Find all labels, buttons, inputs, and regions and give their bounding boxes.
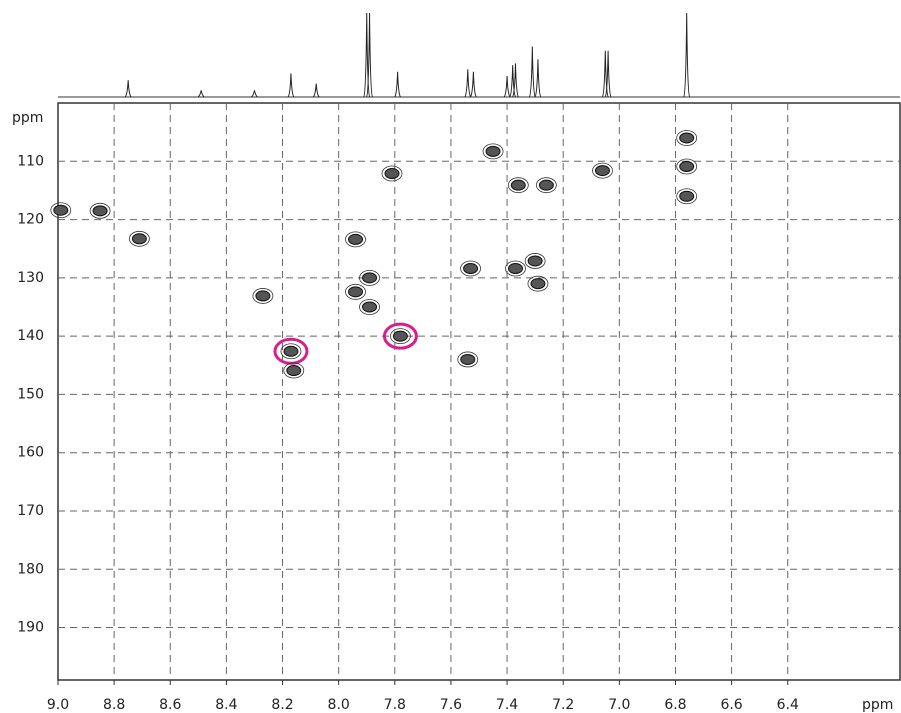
- cross-peak-contour: [676, 158, 698, 175]
- cross-peak: [527, 255, 543, 267]
- projection-peak: [503, 75, 511, 98]
- cross-peak-contour: [457, 351, 479, 368]
- x-tick-label: 7.4: [496, 697, 518, 713]
- x-tick-label: 8.0: [328, 697, 350, 713]
- x-tick-label: 8.4: [215, 697, 237, 713]
- projection-peak: [124, 80, 132, 98]
- projection-peak: [469, 71, 477, 98]
- cross-peak-contour: [345, 283, 366, 300]
- projection-peak: [394, 71, 402, 98]
- x-tick-label: 6.8: [664, 697, 686, 713]
- cross-peak-contour: [345, 231, 366, 248]
- projection-peak: [287, 73, 295, 98]
- cross-peak-contour: [381, 165, 403, 182]
- cross-peak-contour: [252, 288, 274, 304]
- y-tick-label: 190: [17, 620, 44, 636]
- x-tick-label: 7.8: [384, 697, 406, 713]
- cross-peak: [594, 165, 610, 177]
- cross-peak: [286, 365, 302, 377]
- cross-peak: [131, 233, 147, 245]
- cross-peak: [92, 205, 108, 217]
- cross-peak: [463, 263, 479, 275]
- cross-peak-contour: [359, 269, 380, 286]
- projection-peak: [534, 59, 542, 98]
- cross-peak-contour: [482, 143, 504, 160]
- cross-peak-contour: [89, 202, 111, 219]
- cross-peak: [679, 132, 695, 144]
- cross-peak: [384, 168, 400, 180]
- projection-peak: [604, 50, 612, 98]
- cross-peak-contour: [128, 230, 150, 247]
- x-tick-label: 8.8: [103, 697, 125, 713]
- projection-peak: [312, 83, 320, 98]
- x-tick-label: 9.0: [47, 697, 69, 713]
- cross-peak-contour: [592, 162, 613, 179]
- projection-peak: [366, 12, 374, 98]
- cross-peak-contour: [505, 260, 526, 277]
- y-tick-label: 140: [17, 328, 44, 344]
- projection-peak: [509, 65, 517, 98]
- projection-peak: [512, 63, 519, 98]
- projection-peak: [528, 46, 536, 98]
- cross-peak-contour: [676, 188, 698, 205]
- cross-peak: [255, 290, 271, 302]
- cross-peak: [348, 286, 364, 298]
- cross-peak: [679, 190, 695, 202]
- projection-peak: [464, 69, 472, 98]
- projection-peak: [363, 12, 371, 98]
- y-tick-label: 180: [17, 561, 44, 577]
- cross-peak-contour: [527, 275, 549, 292]
- cross-peak: [362, 301, 378, 313]
- projection-peak: [251, 90, 258, 98]
- cross-peak: [538, 179, 554, 191]
- cross-peak: [348, 233, 364, 245]
- projection-peak: [601, 50, 609, 98]
- x-tick-label: 6.4: [777, 697, 799, 713]
- y-tick-label: 150: [17, 386, 44, 402]
- y-unit: ppm: [12, 110, 43, 126]
- cross-peak-contour: [359, 299, 380, 315]
- projection-peak: [197, 90, 205, 98]
- cross-peak-contour: [524, 253, 546, 269]
- x-tick-label: 7.6: [440, 697, 462, 713]
- cross-peak: [530, 278, 546, 290]
- cross-peak: [507, 263, 523, 275]
- y-tick-label: 170: [17, 503, 44, 519]
- cross-peak-contour: [507, 177, 529, 194]
- projection-peak: [683, 12, 691, 98]
- x-tick-label: 6.6: [720, 697, 742, 713]
- y-tick-label: 120: [17, 212, 44, 228]
- cross-peak-contour: [460, 260, 481, 277]
- cross-peak-contour: [280, 343, 302, 360]
- y-tick-label: 130: [17, 270, 44, 286]
- cross-peak-contour: [283, 362, 305, 379]
- cross-peak: [510, 179, 526, 191]
- y-tick-label: 160: [17, 445, 44, 461]
- x-tick-label: 7.2: [552, 697, 574, 713]
- cross-peak-contour: [390, 328, 411, 345]
- cross-peak: [460, 353, 476, 365]
- x-tick-label: 8.2: [271, 697, 293, 713]
- highlight-circle: [382, 322, 418, 350]
- cross-peak: [392, 330, 408, 342]
- cross-peak-contour: [50, 202, 72, 219]
- cross-peak: [485, 145, 501, 157]
- cross-peak: [53, 204, 69, 216]
- cross-peak-contour: [535, 177, 557, 194]
- x-tick-label: 8.6: [159, 697, 181, 713]
- cross-peak-contour: [676, 130, 698, 146]
- cross-peak: [362, 272, 378, 284]
- x-tick-label: 7.0: [608, 697, 630, 713]
- plot-frame: [57, 102, 901, 681]
- cross-peak: [679, 161, 695, 173]
- x-unit: ppm: [862, 697, 893, 713]
- y-tick-label: 110: [17, 153, 44, 169]
- cross-peak: [283, 345, 299, 357]
